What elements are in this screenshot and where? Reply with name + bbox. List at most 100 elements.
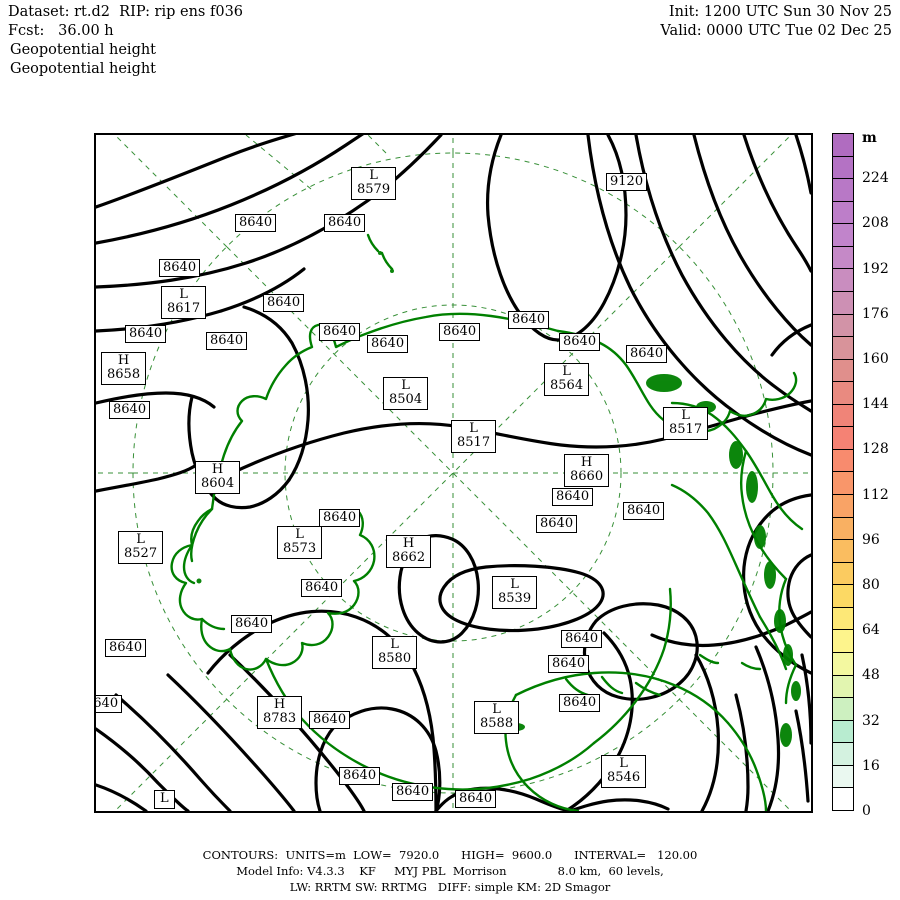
extremum-label-low: L 8517 (663, 407, 709, 440)
colorbar-cell (833, 269, 853, 292)
plot-footer: CONTOURS: UNITS=m LOW= 7920.0 HIGH= 9600… (0, 845, 900, 900)
contour-label: 8640 (392, 783, 434, 801)
extremum-label-high: H 8662 (386, 535, 432, 568)
contour-label: 8640 (319, 509, 361, 527)
colorbar-tick-label: 176 (862, 305, 889, 322)
contour-label: 8640 (339, 767, 381, 785)
colorbar-scale (832, 133, 854, 811)
header-dataset-line: Dataset: rt.d2 RIP: rip ens f036 (8, 4, 244, 20)
contour-label: 8640 (536, 515, 578, 533)
extremum-label-low: L 8573 (277, 526, 323, 559)
contour-label: 8640 (319, 323, 361, 341)
colorbar-cell (833, 743, 853, 766)
contour-label: 8640 (159, 259, 201, 277)
coastline-outline (170, 233, 804, 811)
colorbar-cell (833, 652, 853, 676)
extremum-label-low: L 8546 (601, 755, 647, 788)
colorbar-tick-label: 208 (862, 215, 889, 232)
contour-label: 8640 (96, 695, 123, 713)
colorbar-tick-label: 160 (862, 351, 889, 367)
contour-label: 8640 (548, 655, 590, 673)
extremum-label-low: L (154, 790, 175, 809)
colorbar-tick-label: 112 (862, 486, 889, 503)
colorbar-cell (833, 607, 853, 631)
contour-label: 8640 (559, 333, 601, 351)
colorbar-tick-label: 32 (862, 712, 880, 729)
footer-physics-line: LW: RRTM SW: RRTMG DIFF: simple KM: 2D S… (289, 880, 611, 894)
contour-label: 8640 (623, 502, 665, 520)
colorbar-tick-label: 192 (862, 260, 889, 277)
header-variable-line-1: Geopotential height (10, 42, 157, 58)
colorbar-tick-label: 96 (862, 531, 880, 548)
contour-label: 8640 (439, 323, 481, 341)
contour-lines (96, 135, 811, 811)
contour-label: 8640 (109, 401, 151, 419)
colorbar-unit-label: m (862, 130, 877, 146)
header-variable-line-2: Geopotential height (10, 61, 157, 77)
colorbar-cell (833, 788, 853, 810)
extremum-label-low: L 8517 (451, 420, 497, 453)
colorbar-cell (833, 201, 853, 225)
contour-map-plot: 8640 8640 8640 8640 8640 8640 8640 8640 … (94, 133, 813, 813)
colorbar-tick-label: 48 (862, 667, 880, 684)
extremum-label-high: H 8658 (101, 352, 147, 385)
colorbar-cell (833, 291, 853, 315)
colorbar-cell (833, 675, 853, 699)
header-valid-time: Valid: 0000 UTC Tue 02 Dec 25 (660, 23, 892, 39)
colorbar-cell (833, 134, 853, 157)
colorbar-cell (833, 224, 853, 247)
contour-label: 8640 (324, 214, 366, 232)
extremum-label-low: L 8588 (474, 701, 520, 734)
contour-label: 8640 (309, 711, 351, 729)
colorbar-cell (833, 585, 853, 608)
contour-label: 8640 (561, 630, 603, 648)
graticule-gridlines (96, 135, 811, 811)
contour-label: 8640 (301, 579, 343, 597)
extremum-label-high: H 8783 (257, 696, 303, 729)
colorbar-tick-label: 16 (862, 757, 880, 774)
header-init-time: Init: 1200 UTC Sun 30 Nov 25 (668, 4, 892, 20)
colorbar-cell (833, 337, 853, 360)
contour-label: 8640 (559, 694, 601, 712)
colorbar-cell (833, 179, 853, 202)
extremum-label-low: L 8539 (492, 576, 538, 609)
colorbar-tick-label: 0 (862, 803, 871, 819)
extremum-label-low: L 8504 (383, 377, 429, 410)
colorbar-cell (833, 540, 853, 563)
contour-label: 8640 (508, 311, 550, 329)
colorbar-cell (833, 698, 853, 721)
colorbar-cell (833, 472, 853, 495)
extremum-label-low: L 8527 (118, 531, 164, 564)
contour-label: 8640 (626, 345, 668, 363)
extremum-label-low: L 8579 (351, 167, 397, 200)
extremum-label-low: L 8564 (544, 363, 590, 396)
footer-model-info-line: Model Info: V4.3.3 KF MYJ PBL Morrison 8… (236, 864, 664, 878)
contour-label: 8640 (231, 615, 273, 633)
contour-label: 8640 (455, 790, 497, 808)
colorbar-cell (833, 449, 853, 473)
colorbar-tick-label: 144 (862, 396, 889, 413)
colorbar-cell (833, 246, 853, 270)
header-forecast-line: Fcst: 36.00 h (8, 23, 114, 39)
plot-header: Dataset: rt.d2 RIP: rip ens f036 Fcst: 3… (0, 0, 900, 92)
contour-label: 8640 (263, 294, 305, 312)
colorbar-cell (833, 427, 853, 450)
colorbar-cell (833, 765, 853, 789)
contour-label: 9120 (606, 173, 648, 191)
colorbar-cell (833, 314, 853, 338)
footer-contours-line: CONTOURS: UNITS=m LOW= 7920.0 HIGH= 9600… (202, 848, 698, 862)
contour-label: 8640 (235, 214, 277, 232)
contour-label: 8640 (105, 639, 147, 657)
colorbar-cell (833, 630, 853, 653)
colorbar-tick-label: 64 (862, 622, 880, 639)
extremum-label-low: L 8617 (161, 286, 207, 319)
contour-label: 8640 (552, 488, 594, 506)
extremum-label-high: H 8604 (195, 461, 241, 494)
colorbar-cell (833, 156, 853, 180)
colorbar-cell (833, 404, 853, 428)
colorbar-tick-label: 128 (862, 441, 889, 458)
colorbar-cell (833, 495, 853, 518)
colorbar-cell (833, 517, 853, 541)
colorbar: m 224 208 192 176 160 144 128 112 96 80 64 48 32 16 0 (832, 130, 898, 818)
colorbar-cell (833, 382, 853, 405)
